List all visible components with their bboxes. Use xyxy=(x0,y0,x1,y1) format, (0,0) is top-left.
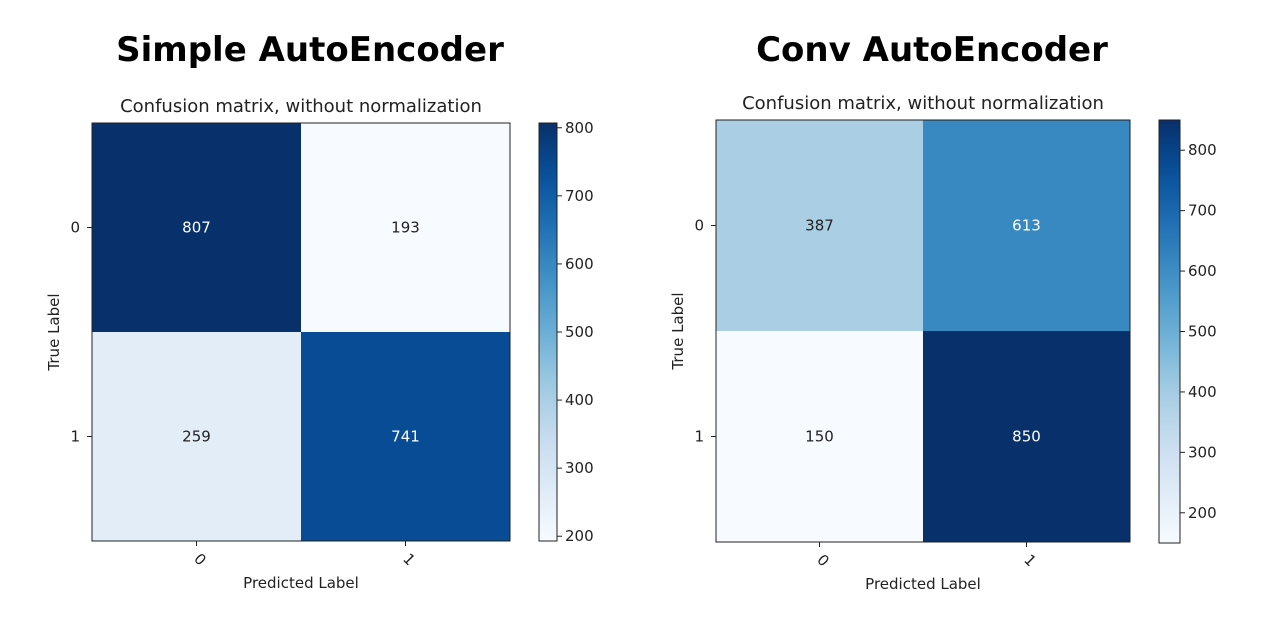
right-y-tick-1: 1 xyxy=(694,428,704,446)
right-cell-1-0 xyxy=(716,331,923,542)
left-x-tick-1: 1 xyxy=(399,550,418,569)
right-x-tick-0: 0 xyxy=(813,551,832,570)
right-y-axis-label: True Label xyxy=(669,292,687,370)
left-cell-1-1 xyxy=(301,332,510,541)
left-x-tick-0: 0 xyxy=(190,550,209,569)
right-matrix-title: Confusion matrix, without normalization xyxy=(742,93,1104,114)
left-y-tick-0: 0 xyxy=(70,219,80,237)
left-matrix-title: Confusion matrix, without normalization xyxy=(120,96,482,117)
left-colorbar-tick-1: 300 xyxy=(565,459,594,477)
right-cell-1-1 xyxy=(923,331,1130,542)
right-cell-label-1-1: 850 xyxy=(1012,428,1041,446)
right-cell-0-0 xyxy=(716,120,923,331)
left-panel-title: Simple AutoEncoder xyxy=(116,30,504,70)
right-colorbar-tick-0: 200 xyxy=(1188,504,1217,522)
right-x-tick-1: 1 xyxy=(1020,551,1039,570)
left-cell-1-0 xyxy=(92,332,301,541)
right-colorbar-tick-6: 800 xyxy=(1188,141,1217,159)
left-colorbar-tick-3: 500 xyxy=(565,323,594,341)
right-cell-label-0-1: 613 xyxy=(1012,217,1041,235)
right-cell-label-1-0: 150 xyxy=(805,428,834,446)
left-colorbar-tick-6: 800 xyxy=(565,119,594,137)
left-colorbar-tick-5: 700 xyxy=(565,187,594,205)
left-cell-label-0-1: 193 xyxy=(391,219,420,237)
left-cell-label-1-1: 741 xyxy=(391,428,420,446)
left-y-tick-1: 1 xyxy=(70,428,80,446)
right-colorbar-tick-2: 400 xyxy=(1188,383,1217,401)
right-colorbar-tick-5: 700 xyxy=(1188,202,1217,220)
left-cell-0-0 xyxy=(92,123,301,332)
left-x-axis-label: Predicted Label xyxy=(243,574,359,592)
right-colorbar-tick-3: 500 xyxy=(1188,323,1217,341)
right-colorbar-tick-4: 600 xyxy=(1188,262,1217,280)
right-confusion-matrix: Confusion matrix, without normalization 3… xyxy=(669,93,1217,593)
right-colorbar-tick-1: 300 xyxy=(1188,443,1217,461)
right-y-tick-0: 0 xyxy=(694,217,704,235)
left-matrix-frame xyxy=(91,122,511,542)
right-x-axis-label: Predicted Label xyxy=(865,575,981,593)
left-confusion-matrix: Confusion matrix, without normalization 8… xyxy=(45,96,594,592)
right-panel-title: Conv AutoEncoder xyxy=(756,30,1108,70)
left-colorbar-tick-2: 400 xyxy=(565,391,594,409)
right-colorbar xyxy=(1158,119,1181,544)
right-matrix-frame xyxy=(715,119,1131,543)
left-colorbar xyxy=(538,122,558,542)
left-cell-0-1 xyxy=(301,123,510,332)
right-cell-label-0-0: 387 xyxy=(805,217,834,235)
left-colorbar-tick-0: 200 xyxy=(565,527,594,545)
left-y-axis-label: True Label xyxy=(45,293,63,371)
left-cell-label-1-0: 259 xyxy=(182,428,211,446)
left-cell-label-0-0: 807 xyxy=(182,219,211,237)
right-cell-0-1 xyxy=(923,120,1130,331)
left-colorbar-tick-4: 600 xyxy=(565,255,594,273)
